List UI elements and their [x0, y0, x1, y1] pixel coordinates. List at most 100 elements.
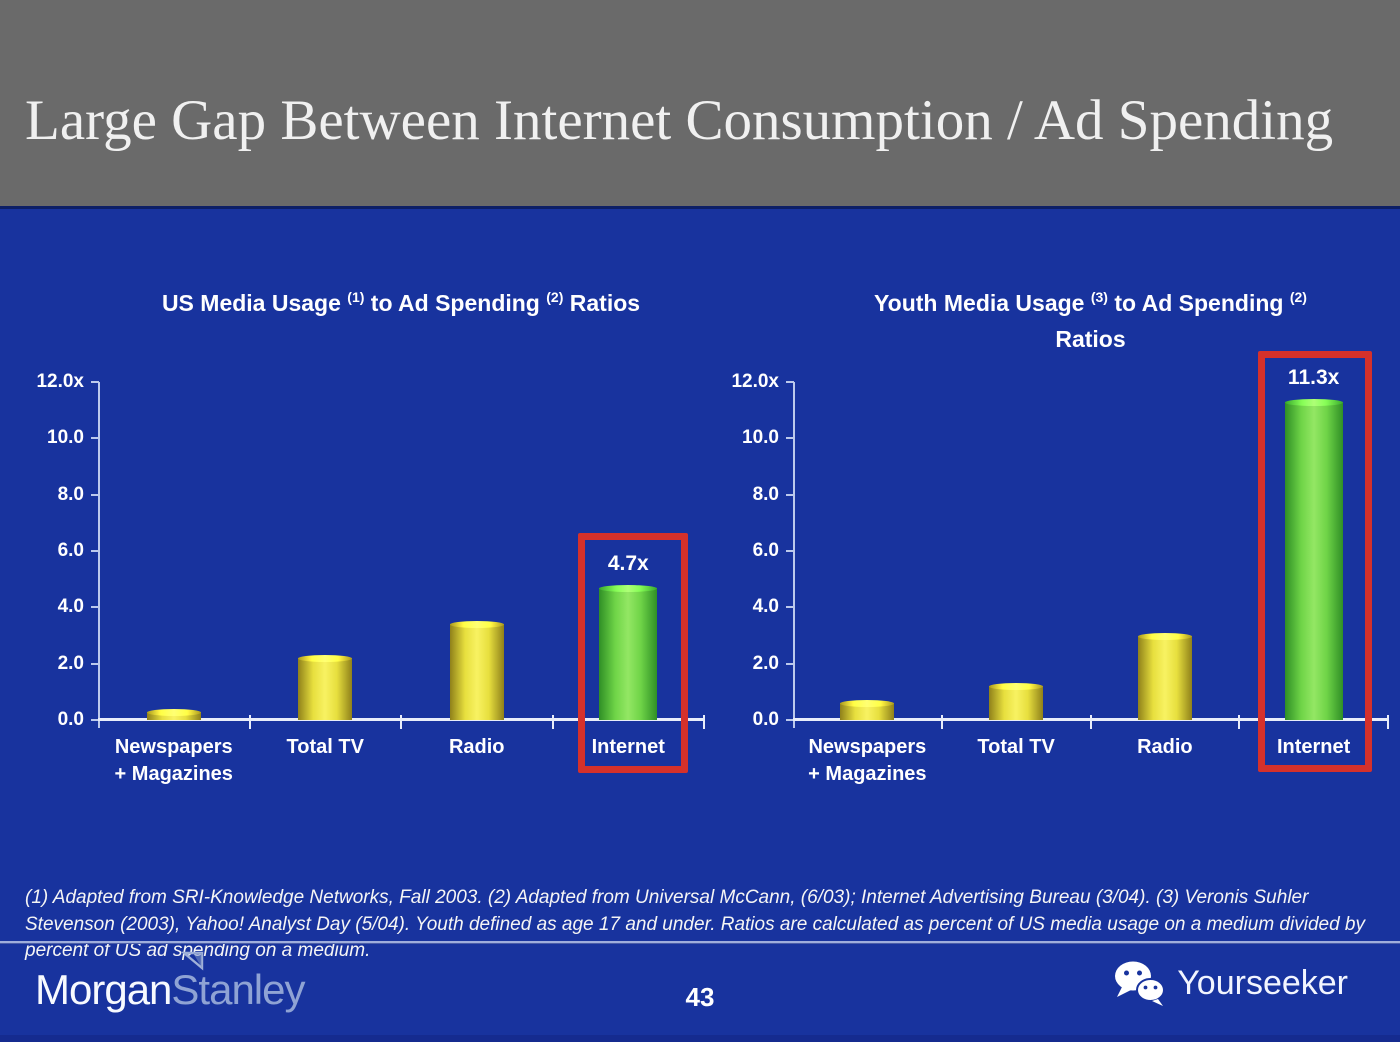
morgan-stanley-triangle-icon — [181, 951, 204, 971]
x-axis-tick — [551, 715, 554, 729]
category-label-line: Internet — [591, 736, 665, 758]
bar-top-cap — [1137, 632, 1192, 640]
y-axis-tick-label: 8.0 — [752, 483, 779, 505]
y-axis-tick-label: 12.0x — [731, 371, 779, 392]
y-axis-tick — [91, 493, 99, 496]
category-label: Newspapers + Magazines — [98, 734, 250, 788]
bar-value-label: 4.7x — [607, 551, 649, 575]
bar-newspapers — [840, 700, 895, 720]
y-axis-tick — [91, 550, 99, 552]
category-label-line: Newspapers — [114, 736, 233, 758]
chart-title-text: to Ad Spending — [1107, 290, 1290, 316]
y-axis-tick-label: 12.0x — [36, 371, 84, 392]
category-label: Total TV — [250, 734, 402, 788]
chart-title-superscript: (3) — [1090, 289, 1108, 305]
category-label: Radio — [1091, 734, 1240, 788]
morgan-stanley-logo: MorganStanley — [35, 951, 306, 1014]
y-axis-tick-label: 0.0 — [752, 709, 779, 730]
y-axis-tick-label: 8.0 — [57, 483, 84, 505]
x-axis-tick — [940, 715, 943, 729]
chart-title-superscript: (2) — [1289, 289, 1307, 305]
chart-title-text: US Media Usage — [161, 290, 348, 316]
y-axis-labels: 12.0x 10.0 8.0 6.0 4.0 2.0 0.0 — [20, 371, 98, 730]
category-label-line: + Magazines — [808, 763, 927, 785]
y-axis-line — [98, 382, 100, 728]
y-axis-tick-label: 6.0 — [752, 540, 779, 561]
footer-bottom-strip — [0, 1035, 1400, 1042]
bar-total-tv — [298, 655, 353, 720]
category-label: Radio — [401, 734, 553, 788]
x-axis-labels: Newspapers + Magazines Total TV Radio Intern… — [98, 734, 704, 788]
bar-top-cap — [599, 584, 658, 592]
y-axis-tick — [91, 606, 99, 609]
footer-divider — [0, 941, 1400, 944]
category-label: Internet — [1239, 734, 1388, 788]
youth-media-usage-chart: Youth Media Usage (3) to Ad Spending (2)… — [715, 288, 1400, 818]
y-axis-tick — [91, 719, 99, 721]
y-axis-tick — [786, 606, 794, 609]
chart-title: Youth Media Usage (3) to Ad Spending (2) — [793, 289, 1388, 316]
bar-top-cap — [298, 655, 353, 663]
y-axis-tick — [91, 381, 99, 383]
x-axis-labels: Newspapers + Magazines Total TV Radio Intern… — [793, 734, 1388, 788]
plot-area: 4.7x — [91, 381, 705, 773]
wechat-icon — [1115, 961, 1166, 1006]
y-axis-tick — [786, 437, 794, 440]
chart-title-superscript: (1) — [347, 289, 365, 305]
x-axis-tick — [1238, 715, 1241, 729]
y-axis-tick — [91, 662, 99, 665]
bar-radio — [449, 621, 504, 720]
x-axis-tick — [703, 715, 705, 729]
category-label-line: Total TV — [977, 736, 1055, 758]
bar-top-cap — [1284, 398, 1343, 406]
y-axis-tick — [786, 550, 794, 552]
footnote: (1) Adapted from SRI-Knowledge Networks,… — [25, 887, 1365, 962]
category-label-line: Internet — [1276, 736, 1351, 758]
highlight-box — [1258, 351, 1372, 772]
chart-title-text: Youth Media Usage — [874, 290, 1091, 316]
bar-internet — [599, 584, 658, 720]
y-axis-tick — [786, 719, 794, 721]
chart-title: US Media Usage (1) to Ad Spending (2) Ra… — [98, 289, 704, 316]
y-axis-tick — [786, 662, 794, 665]
chart-title-superscript: (2) — [546, 289, 564, 305]
y-axis-tick-label: 4.0 — [752, 596, 779, 618]
yourseeker-label: Yourseeker — [1177, 963, 1348, 1002]
plot-area: 11.3x — [786, 351, 1389, 772]
y-axis-tick — [786, 493, 794, 496]
yourseeker-brand: Yourseeker — [1113, 960, 1348, 1006]
y-axis-tick — [786, 381, 794, 383]
morgan-stanley-logo-word2: Stanley — [171, 966, 305, 1013]
slide-footer: MorganStanley 43 Yourseeker — [0, 944, 1400, 1042]
x-axis-tick — [1387, 715, 1389, 729]
x-axis-tick — [248, 715, 251, 729]
y-axis-tick-label: 2.0 — [57, 652, 84, 674]
x-axis-tick — [400, 715, 402, 729]
category-label: Internet — [553, 734, 705, 788]
chart-title-line2: Ratios — [1055, 326, 1126, 352]
bar-top-cap — [146, 708, 201, 716]
slide-title: Large Gap Between Internet Consumption /… — [25, 89, 1334, 152]
us-media-usage-chart: US Media Usage (1) to Ad Spending (2) Ra… — [20, 288, 710, 818]
bar-newspapers — [146, 708, 201, 720]
category-label-line: Radio — [448, 736, 505, 758]
bar-radio — [1137, 632, 1192, 720]
y-axis-tick-label: 10.0 — [47, 427, 84, 449]
x-axis-tick — [1089, 715, 1092, 729]
y-axis-tick-label: 2.0 — [752, 652, 779, 674]
y-axis-tick — [91, 437, 99, 440]
bar-top-cap — [840, 700, 895, 708]
y-axis-tick-label: 10.0 — [742, 427, 779, 449]
bar-top-cap — [989, 683, 1044, 691]
bar-top-cap — [449, 621, 504, 629]
category-label: Total TV — [942, 734, 1091, 788]
category-label-line: + Magazines — [114, 763, 233, 785]
y-axis-tick-label: 0.0 — [57, 709, 84, 730]
category-label-line: Newspapers — [808, 736, 927, 758]
category-label-line: Total TV — [286, 736, 364, 758]
bar-value-label: 11.3x — [1287, 365, 1340, 389]
highlight-box — [578, 533, 688, 773]
morgan-stanley-logo-word1: Morgan — [35, 966, 172, 1013]
y-axis-labels: 12.0x 10.0 8.0 6.0 4.0 2.0 0.0 — [715, 371, 793, 730]
